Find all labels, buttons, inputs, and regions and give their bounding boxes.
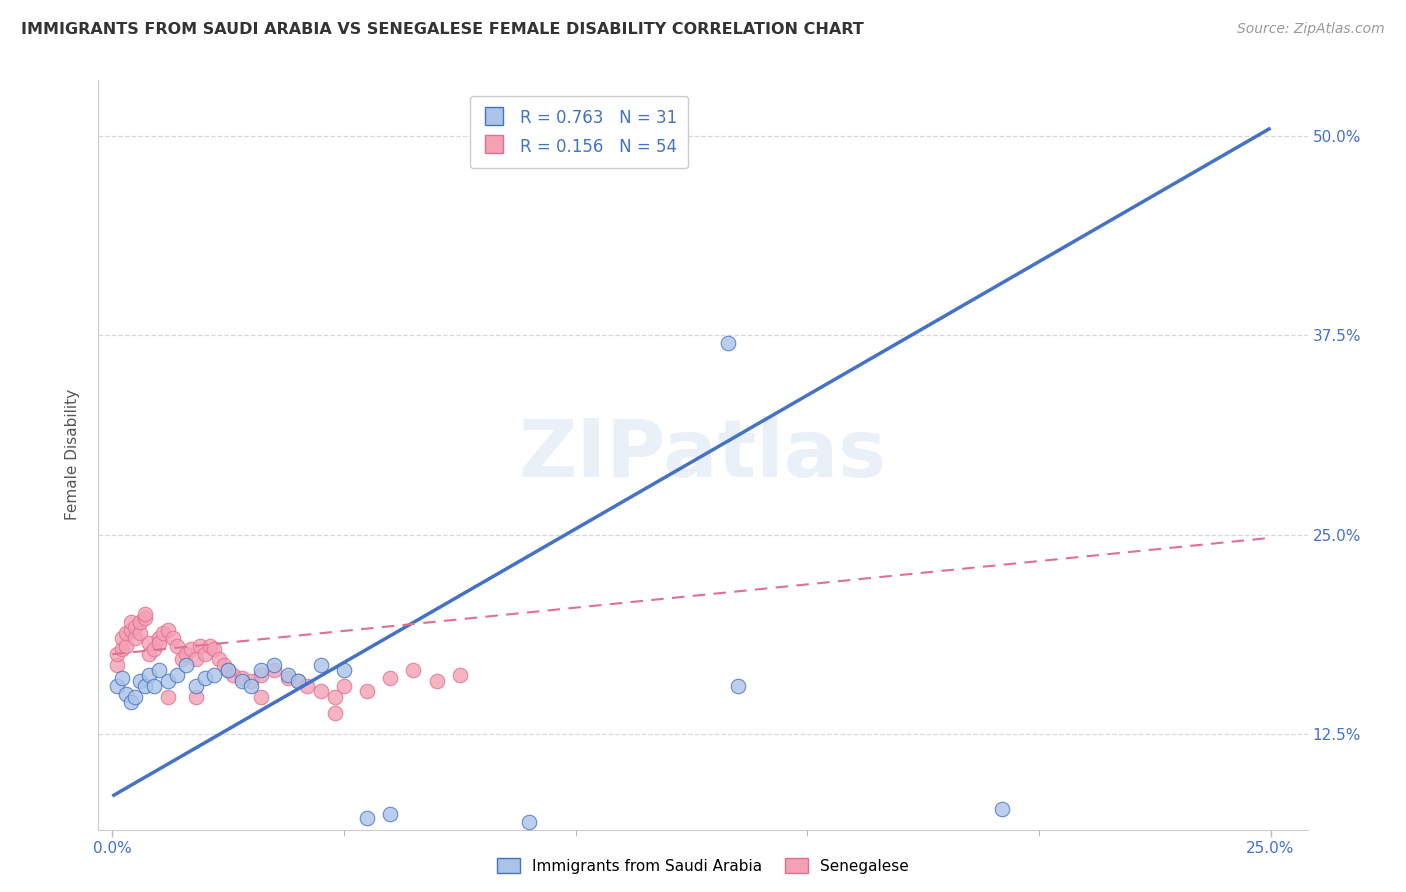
Point — [166, 639, 188, 653]
Point — [105, 679, 128, 693]
Point — [380, 806, 402, 821]
Point — [212, 658, 235, 673]
Point — [517, 814, 540, 829]
Point — [156, 624, 179, 638]
Point — [717, 336, 740, 351]
Point — [202, 642, 225, 657]
Point — [295, 679, 318, 693]
Point — [277, 668, 299, 682]
Text: Source: ZipAtlas.com: Source: ZipAtlas.com — [1237, 22, 1385, 37]
Point — [115, 687, 138, 701]
Point — [263, 658, 285, 673]
Text: IMMIGRANTS FROM SAUDI ARABIA VS SENEGALESE FEMALE DISABILITY CORRELATION CHART: IMMIGRANTS FROM SAUDI ARABIA VS SENEGALE… — [21, 22, 863, 37]
Point — [323, 706, 346, 721]
Point — [162, 632, 184, 646]
Point — [198, 639, 221, 653]
Point — [110, 671, 132, 685]
Point — [115, 639, 138, 653]
Point — [105, 647, 128, 661]
Point — [991, 802, 1014, 816]
Point — [184, 652, 207, 666]
Point — [277, 671, 299, 685]
Point — [120, 624, 142, 638]
Point — [134, 679, 156, 693]
Point — [180, 642, 202, 657]
Point — [120, 695, 142, 709]
Point — [124, 632, 146, 646]
Point — [176, 658, 198, 673]
Point — [152, 626, 174, 640]
Point — [184, 690, 207, 705]
Point — [129, 626, 152, 640]
Point — [249, 668, 271, 682]
Point — [217, 663, 239, 677]
Point — [194, 671, 217, 685]
Point — [249, 690, 271, 705]
Text: ZIPatlas: ZIPatlas — [519, 416, 887, 494]
Point — [110, 642, 132, 657]
Point — [323, 690, 346, 705]
Point — [166, 668, 188, 682]
Point — [156, 690, 179, 705]
Point — [124, 620, 146, 634]
Point — [356, 811, 378, 825]
Point — [727, 679, 749, 693]
Point — [249, 663, 271, 677]
Point — [231, 671, 253, 685]
Point — [287, 674, 309, 689]
Point — [217, 663, 239, 677]
Legend: Immigrants from Saudi Arabia, Senegalese: Immigrants from Saudi Arabia, Senegalese — [491, 852, 915, 880]
Point — [333, 679, 356, 693]
Point — [309, 684, 332, 698]
Y-axis label: Female Disability: Female Disability — [65, 389, 80, 521]
Point — [333, 663, 356, 677]
Point — [202, 668, 225, 682]
Point — [129, 674, 152, 689]
Point — [129, 615, 152, 630]
Point — [402, 663, 425, 677]
Point — [110, 632, 132, 646]
Point — [143, 679, 166, 693]
Point — [263, 663, 285, 677]
Point — [208, 652, 231, 666]
Point — [309, 658, 332, 673]
Legend: R = 0.763   N = 31, R = 0.156   N = 54: R = 0.763 N = 31, R = 0.156 N = 54 — [470, 96, 689, 169]
Point — [138, 647, 160, 661]
Point — [156, 674, 179, 689]
Point — [148, 632, 170, 646]
Point — [120, 615, 142, 630]
Point — [124, 690, 146, 705]
Point — [449, 668, 471, 682]
Point — [184, 679, 207, 693]
Point — [188, 639, 211, 653]
Point — [148, 663, 170, 677]
Point — [222, 668, 245, 682]
Point — [143, 642, 166, 657]
Point — [148, 636, 170, 650]
Point — [240, 674, 263, 689]
Point — [170, 652, 193, 666]
Point — [134, 610, 156, 624]
Point — [240, 679, 263, 693]
Point — [134, 607, 156, 622]
Point — [105, 658, 128, 673]
Point — [356, 684, 378, 698]
Point — [287, 674, 309, 689]
Point — [380, 671, 402, 685]
Point — [138, 668, 160, 682]
Point — [194, 647, 217, 661]
Point — [138, 636, 160, 650]
Point — [231, 674, 253, 689]
Point — [115, 626, 138, 640]
Point — [176, 647, 198, 661]
Point — [426, 674, 449, 689]
